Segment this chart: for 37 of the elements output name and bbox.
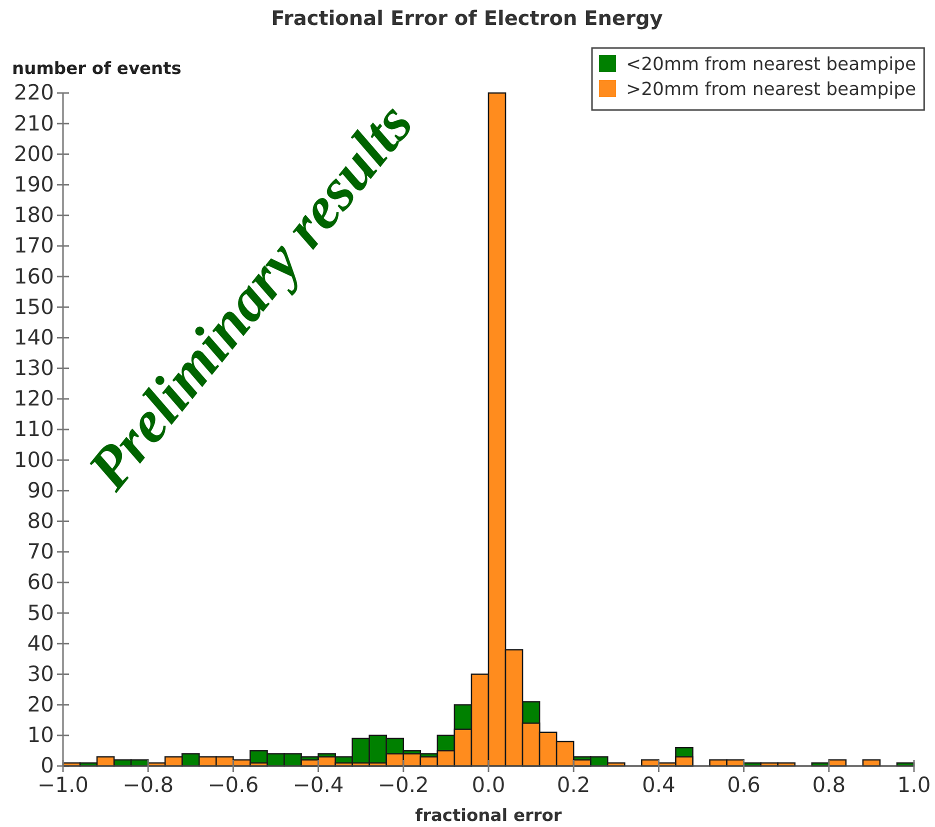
- y-tick-label: 170: [14, 234, 54, 258]
- legend-label: <20mm from nearest beampipe: [626, 54, 916, 75]
- y-tick-label: 130: [14, 356, 54, 380]
- y-tick-label: 120: [14, 386, 54, 411]
- y-tick-label: 10: [27, 723, 54, 748]
- x-tick-label: −0.4: [292, 772, 344, 797]
- x-tick-label: 1.0: [897, 772, 931, 797]
- x-tick-label: 0.0: [472, 772, 506, 797]
- x-tick-label: 0.6: [727, 772, 761, 797]
- y-tick-label: 180: [14, 203, 54, 228]
- y-tick-label: 220: [14, 80, 54, 105]
- y-tick-label: 70: [27, 540, 54, 564]
- y-tick-label: 30: [27, 662, 54, 686]
- y-tick-label: 20: [27, 692, 54, 717]
- x-tick-label: −0.2: [378, 772, 429, 797]
- y-tick-label: 60: [27, 570, 54, 594]
- x-axis-title: fractional error: [415, 806, 562, 826]
- y-axis-title: number of events: [12, 59, 182, 79]
- x-tick-label: −0.6: [208, 772, 259, 797]
- legend-label: >20mm from nearest beampipe: [626, 79, 916, 100]
- y-tick-label: 110: [14, 417, 54, 442]
- y-tick-label: 140: [14, 325, 54, 350]
- y-tick-label: 150: [14, 294, 54, 319]
- y-tick-label: 40: [27, 631, 54, 656]
- x-tick-label: 0.4: [642, 772, 676, 797]
- y-tick-label: 80: [27, 508, 54, 533]
- y-tick-label: 100: [14, 448, 54, 472]
- y-tick-label: 90: [27, 478, 54, 502]
- x-tick-label: 0.2: [556, 772, 590, 797]
- y-tick-label: 160: [14, 264, 54, 288]
- y-tick-label: 210: [14, 111, 54, 136]
- y-tick-label: 50: [27, 600, 54, 625]
- chart-title: Fractional Error of Electron Energy: [271, 6, 663, 30]
- x-tick-label: 0.8: [812, 772, 846, 797]
- x-tick-label: −0.8: [122, 772, 174, 797]
- y-tick-label: 190: [14, 172, 54, 196]
- y-tick-label: 200: [14, 142, 54, 166]
